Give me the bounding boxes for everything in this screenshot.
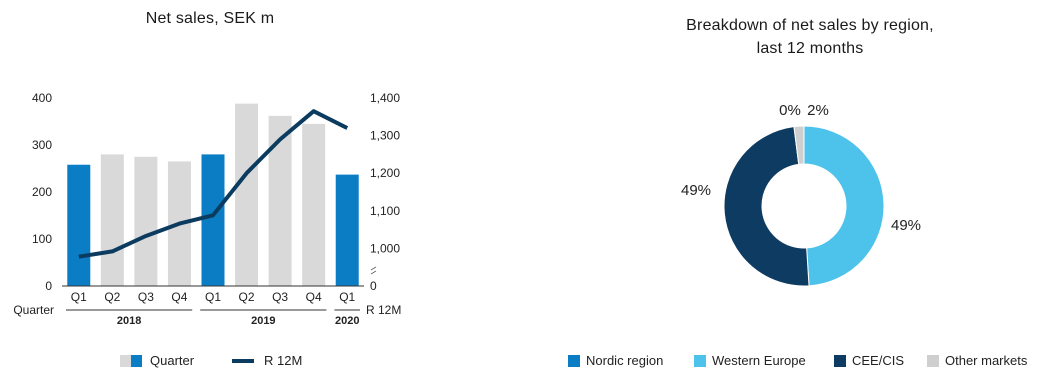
legend-swatch [232,358,254,363]
y-right-axis-title: R 12M [366,303,401,317]
legend-label: Other markets [945,353,1028,368]
legend-label: Western Europe [712,353,806,368]
x-tick-label: Q4 [306,290,322,304]
bar-q1-0 [67,164,91,286]
slice-pct-label: 49% [681,182,711,199]
net-sales-bar-line-chart: 0 100 200 300 400 0 1,000 1,100 1,200 1,300 1,400 Q… [13,91,401,327]
slice-pct-label: 2% [807,102,829,119]
x-tick-label: Q2 [239,290,255,304]
legend-item-quarter: Quarter [120,353,194,368]
bar-q2-1 [100,154,124,286]
legend-item-other-markets: Other markets [927,353,1027,368]
slice-pct-label: 0% [779,102,801,119]
y-right-tick-label: 1,400 [370,91,400,105]
x-tick-label: Q2 [104,290,120,304]
legend-swatch [120,354,142,367]
legend-label: R 12M [264,353,303,368]
left-chart-title: Net sales, SEK m [145,10,275,27]
year-label-2018: 2018 [117,315,141,327]
bar-q1-4 [201,154,225,286]
bar-q4-7 [302,123,326,286]
slice-pct-label: 49% [891,217,921,234]
bar-q1-8 [335,174,359,286]
legend-swatch [568,354,580,367]
x-tick-label: Q1 [71,290,87,304]
right-chart-title-line-1: Breakdown of net sales by region, [686,17,934,34]
donut-slice-cee-cis [723,126,810,287]
y-right-tick-label: 1,300 [370,129,400,143]
x-tick-label: Q1 [339,290,355,304]
right-chart-title-line-2: last 12 months [756,40,864,57]
y-tick-label: 300 [32,138,52,152]
donut-slice-other-markets [793,125,805,165]
legend-item-cee-cis: CEE/CIS [834,353,904,368]
x-tick-label: Q3 [138,290,154,304]
r12m-line [78,109,349,259]
donut-slice-western-europe [803,125,885,287]
year-label-2020: 2020 [335,315,359,327]
x-axis-title: Quarter [13,303,54,317]
y-tick-label: 100 [32,232,52,246]
legend-swatch [927,354,939,367]
bar-q2-5 [235,103,259,286]
legend-label: Quarter [150,353,195,368]
bar-q3-2 [134,156,158,286]
y-right-tick-label: 1,200 [370,166,400,180]
bar-q3-6 [268,115,292,286]
year-label-2019: 2019 [251,315,275,327]
legend-swatch [834,354,846,367]
y-right-tick-label: 1,100 [370,204,400,218]
legend-label: CEE/CIS [852,353,905,368]
x-tick-label: Q1 [205,290,221,304]
y-tick-label: 0 [45,279,52,293]
y-tick-label: 400 [32,91,52,105]
y-right-tick-label: 1,000 [370,241,400,255]
y-right-tick-label: 0 [370,279,377,293]
x-tick-label: Q4 [171,290,187,304]
legend-item-r-12m: R 12M [232,353,302,368]
right-chart-title: Breakdown of net sales by region, last 1… [620,14,1000,60]
legend-item-nordic-region: Nordic region [568,353,663,368]
axis-break-mark [370,266,377,275]
legend-swatch [694,354,706,367]
legend-label: Nordic region [586,353,664,368]
x-tick-label: Q3 [272,290,288,304]
legend-item-western-europe: Western Europe [694,353,806,368]
y-tick-label: 200 [32,185,52,199]
